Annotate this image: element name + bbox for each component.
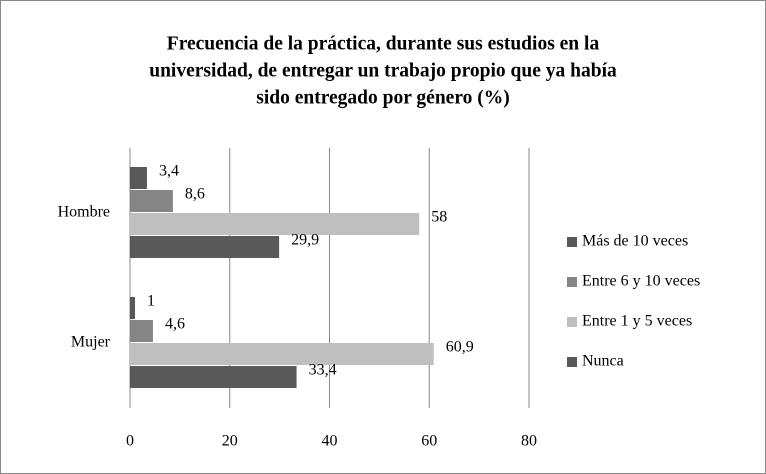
y-tick-label: Hombre <box>58 204 110 221</box>
value-label: 33,4 <box>309 362 337 379</box>
value-label: 60,9 <box>446 339 474 356</box>
value-label: 4,6 <box>165 316 185 333</box>
value-label: 58 <box>431 209 447 226</box>
x-tick-label: 80 <box>521 433 537 450</box>
bar <box>130 236 280 258</box>
x-tick-label: 20 <box>222 433 238 450</box>
x-tick-label: 40 <box>322 433 338 450</box>
legend-label: Más de 10 veces <box>582 233 688 250</box>
value-label: 29,9 <box>291 232 319 249</box>
legend-swatch <box>567 237 577 247</box>
value-label: 3,4 <box>159 163 179 180</box>
chart-title: Frecuencia de la práctica, durante sus e… <box>167 33 600 54</box>
legend-label: Entre 6 y 10 veces <box>582 273 700 290</box>
legend-label: Entre 1 y 5 veces <box>582 313 692 330</box>
y-tick-label: Mujer <box>71 334 111 351</box>
bar <box>130 213 420 235</box>
x-tick-label: 0 <box>126 433 134 450</box>
value-label: 8,6 <box>185 186 205 203</box>
legend-label: Nunca <box>582 353 624 370</box>
bar <box>130 167 147 189</box>
chart-title: sido entregado por género (%) <box>256 87 510 108</box>
bar <box>130 366 297 388</box>
legend-swatch <box>567 317 577 327</box>
legend-swatch <box>567 277 577 287</box>
bar <box>130 343 434 365</box>
bar <box>130 297 135 319</box>
chart-title: universidad, de entregar un trabajo prop… <box>149 60 617 81</box>
bar <box>130 320 153 342</box>
value-label: 1 <box>147 293 155 310</box>
bar <box>130 190 173 212</box>
legend-swatch <box>567 357 577 367</box>
x-tick-label: 60 <box>421 433 437 450</box>
